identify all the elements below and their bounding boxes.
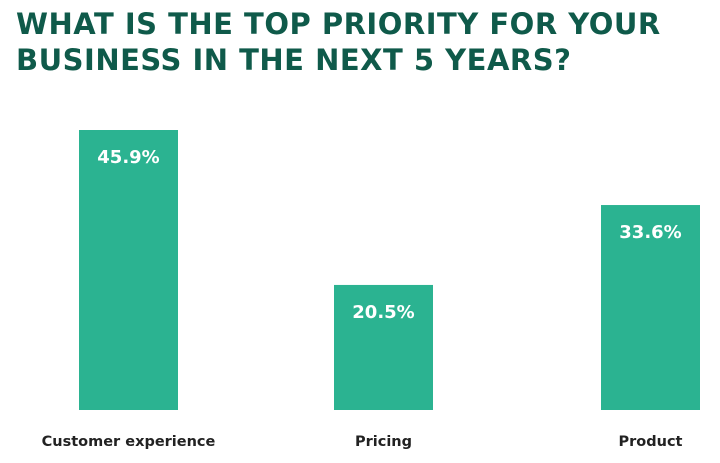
chart-title-line-2: BUSINESS IN THE NEXT 5 YEARS?: [16, 43, 572, 77]
bar-pricing: [334, 284, 433, 410]
category-label: Pricing: [355, 434, 412, 450]
category-label: Customer experience: [42, 434, 216, 450]
chart-title: WHAT IS THE TOP PRIORITY FOR YOUR BUSINE…: [16, 6, 706, 78]
category-label: Product: [619, 434, 683, 450]
bar-customer-experience: [79, 130, 178, 410]
bar-value-label: 20.5%: [352, 302, 414, 323]
chart-title-line-1: WHAT IS THE TOP PRIORITY FOR YOUR: [16, 7, 661, 41]
bar-value-label: 33.6%: [619, 222, 681, 243]
bar-value-label: 45.9%: [97, 147, 159, 168]
bar-product: [601, 205, 700, 410]
